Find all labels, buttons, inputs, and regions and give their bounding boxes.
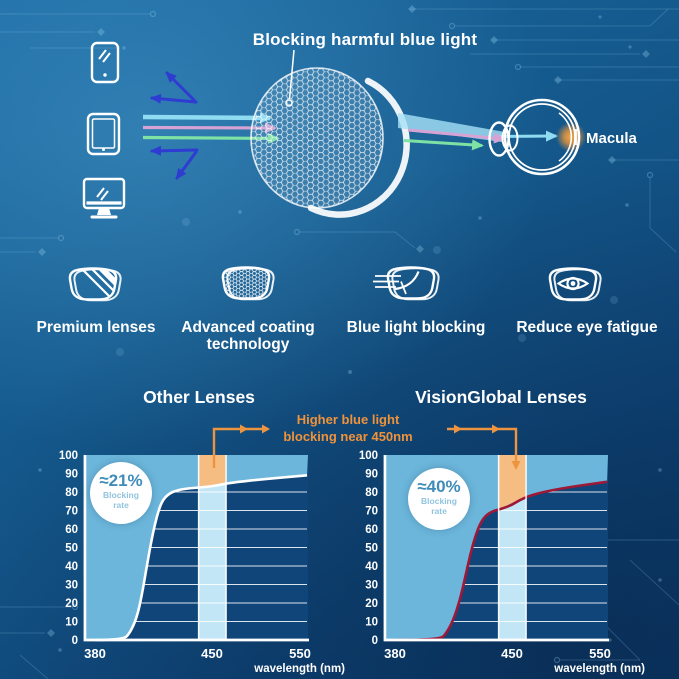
x-tick-label: 550 — [289, 646, 311, 661]
coated-lens — [250, 49, 410, 218]
y-tick-label: 30 — [365, 580, 378, 592]
macula-label: Macula — [586, 130, 637, 147]
y-tick-label: 100 — [59, 450, 78, 462]
y-tick-label: 80 — [365, 487, 378, 499]
y-tick-label: 50 — [365, 543, 378, 555]
y-tick-label: 60 — [65, 524, 78, 536]
chart-title-visionglobal-lenses: VisionGlobal Lenses — [415, 387, 587, 407]
blocking-rate-badge-visionglobal: ≈40% Blocking rate — [408, 468, 470, 530]
y-tick-label: 30 — [65, 580, 78, 592]
left-connector-line — [212, 427, 268, 468]
title-leader-line — [288, 49, 295, 100]
badge-label: rate — [431, 506, 447, 516]
y-tick-label: 90 — [65, 469, 78, 481]
axes — [83, 455, 309, 642]
badge-label: rate — [113, 500, 129, 510]
lens-rim — [307, 77, 410, 218]
y-tick-label: 70 — [365, 506, 378, 518]
badge-value: ≈21% — [99, 471, 143, 490]
transmission-curve — [94, 474, 308, 642]
y-tick-label: 0 — [372, 635, 378, 647]
axes — [383, 455, 609, 642]
feature-label-reduce-eye-fatigue: Reduce eye fatigue — [516, 319, 658, 336]
blue-light-annotation: Higher blue light blocking near 450nm — [248, 411, 448, 445]
chart-title-other-lenses: Other Lenses — [143, 387, 255, 407]
y-tick-label: 80 — [65, 487, 78, 499]
y-tick-label: 10 — [365, 617, 378, 629]
y-tick-label: 40 — [65, 561, 78, 573]
x-axis-label: wavelength (nm) — [553, 663, 645, 675]
x-tick-label: 450 — [501, 646, 523, 661]
x-axis-label: wavelength (nm) — [253, 663, 345, 675]
badge-label: Blocking — [103, 490, 139, 500]
annotation-line2: blocking near 450nm — [283, 429, 413, 444]
orange-blocking-segment — [498, 455, 527, 510]
hero-title: Blocking harmful blue light — [252, 30, 478, 49]
premium-lenses-icon — [68, 267, 122, 302]
cornea — [488, 121, 510, 157]
y-tick-label: 60 — [365, 524, 378, 536]
y-tick-label: 70 — [65, 506, 78, 518]
x-tick-label: 550 — [589, 646, 611, 661]
x-tick-label: 450 — [201, 646, 223, 661]
reflected-light-arrows — [150, 71, 199, 180]
transmission-curve — [394, 480, 608, 642]
eye-lens — [501, 124, 519, 152]
feature-label-premium-lenses: Premium lenses — [36, 319, 156, 336]
blue-light-blocking-icon — [373, 266, 440, 301]
y-tick-label: 90 — [365, 469, 378, 481]
y-tick-label: 20 — [65, 598, 78, 610]
feature-label-advanced-coating: Advanced coating technology — [181, 319, 315, 353]
x-tick-label: 380 — [84, 646, 106, 661]
smartphone-icon — [90, 41, 120, 84]
feature-label-blue-light-blocking: Blue light blocking — [346, 319, 486, 336]
annotation-line1: Higher blue light — [296, 412, 400, 427]
connector-arrowheads — [240, 424, 521, 470]
orange-blocking-segment — [198, 455, 227, 488]
y-tick-label: 10 — [65, 617, 78, 629]
blocking-rate-badge-other: ≈21% Blocking rate — [90, 462, 152, 524]
y-tick-label: 20 — [365, 598, 378, 610]
monitor-icon — [82, 177, 126, 219]
circuit-rings — [57, 10, 654, 664]
y-tick-label: 100 — [359, 450, 378, 462]
y-tick-label: 40 — [365, 561, 378, 573]
badge-value: ≈40% — [417, 477, 461, 496]
feature-icons-row — [68, 266, 602, 302]
honeycomb-coating — [251, 68, 383, 208]
eye-cross-section — [488, 98, 586, 176]
y-tick-label: 50 — [65, 543, 78, 555]
badge-label: Blocking — [421, 496, 457, 506]
y-tick-label: 0 — [72, 635, 78, 647]
circuit-traces — [0, 8, 679, 679]
tablet-icon — [86, 112, 121, 156]
eye-fatigue-icon — [548, 267, 602, 302]
x-tick-label: 380 — [384, 646, 406, 661]
right-connector-line — [447, 427, 518, 462]
